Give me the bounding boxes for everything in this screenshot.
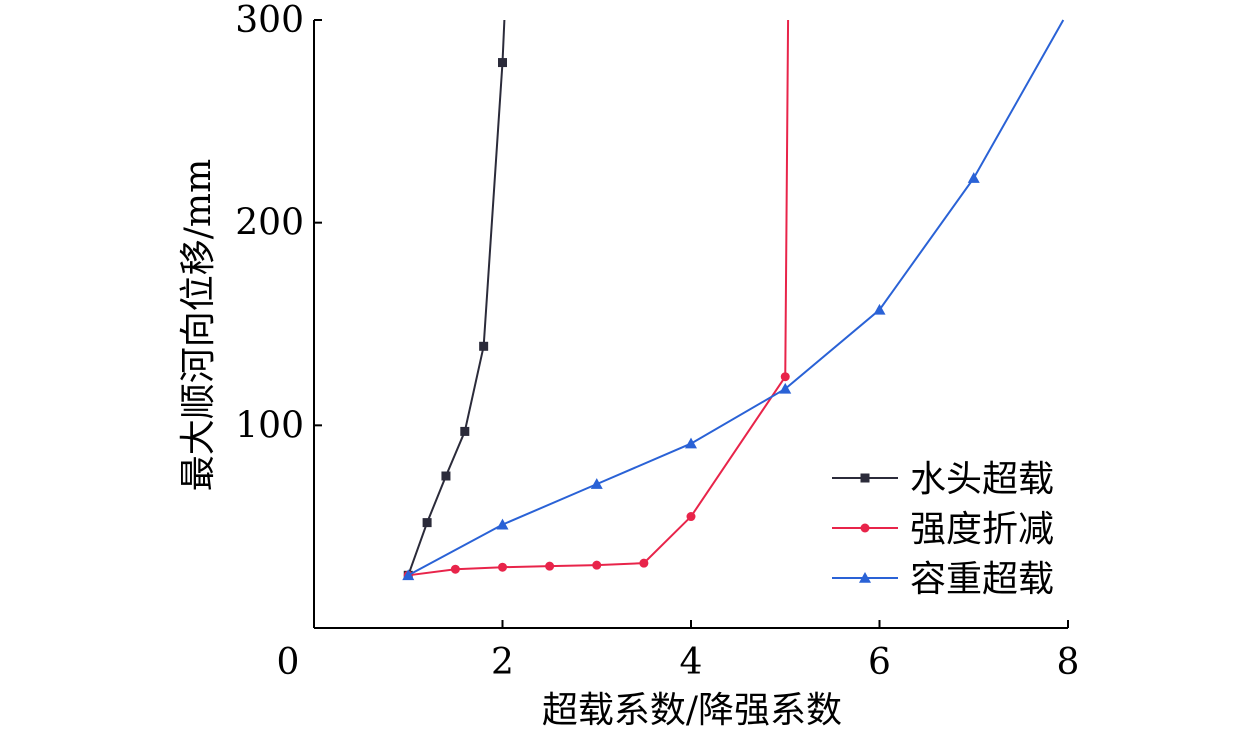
x-tick-label: 8 — [1057, 642, 1080, 683]
series-line — [408, 19, 790, 577]
data-point — [479, 341, 489, 351]
series-line — [407, 19, 1065, 577]
y-tick-label: 200 — [235, 203, 304, 244]
legend-label: 强度折减 — [910, 509, 1054, 550]
data-point — [498, 58, 507, 68]
data-point — [441, 471, 451, 481]
x-tick-label: 0 — [277, 642, 300, 683]
legend-item: 容重超载 — [832, 559, 1054, 600]
y-axis-label: 最大顺河向位移/mm — [178, 159, 219, 491]
data-point — [450, 564, 460, 574]
data-point — [860, 523, 870, 533]
y-tick-label: 100 — [235, 405, 304, 446]
data-point — [422, 518, 432, 528]
data-point — [859, 572, 871, 583]
legend-item: 强度折减 — [832, 509, 1054, 550]
data-point — [498, 562, 507, 572]
data-point — [873, 303, 886, 315]
series-3 — [402, 19, 1065, 581]
legend-label: 容重超载 — [910, 559, 1054, 600]
x-tick-label: 4 — [680, 642, 703, 683]
series-1 — [403, 19, 507, 580]
data-point — [460, 426, 470, 436]
data-point — [967, 172, 980, 183]
data-point — [639, 558, 649, 568]
data-point — [780, 372, 790, 382]
data-point — [686, 512, 696, 522]
series-line — [407, 19, 506, 576]
plot-area — [402, 19, 1065, 581]
series-2 — [403, 19, 790, 580]
data-point — [860, 473, 870, 483]
data-point — [685, 437, 697, 449]
data-point — [779, 382, 792, 394]
y-tick-label: 300 — [235, 0, 304, 41]
data-point — [592, 560, 602, 570]
x-tick-label: 2 — [491, 642, 514, 683]
data-point — [545, 561, 555, 571]
data-point — [590, 478, 603, 489]
x-tick-label: 6 — [868, 642, 891, 683]
axes: 0 2 4 6 8 100 200 300 — [235, 0, 1079, 683]
legend-label: 水头超载 — [910, 459, 1054, 500]
legend-item: 水头超载 — [832, 459, 1054, 500]
x-axis-label: 超载系数/降强系数 — [542, 690, 842, 731]
data-point — [402, 569, 415, 581]
data-point — [496, 518, 509, 530]
